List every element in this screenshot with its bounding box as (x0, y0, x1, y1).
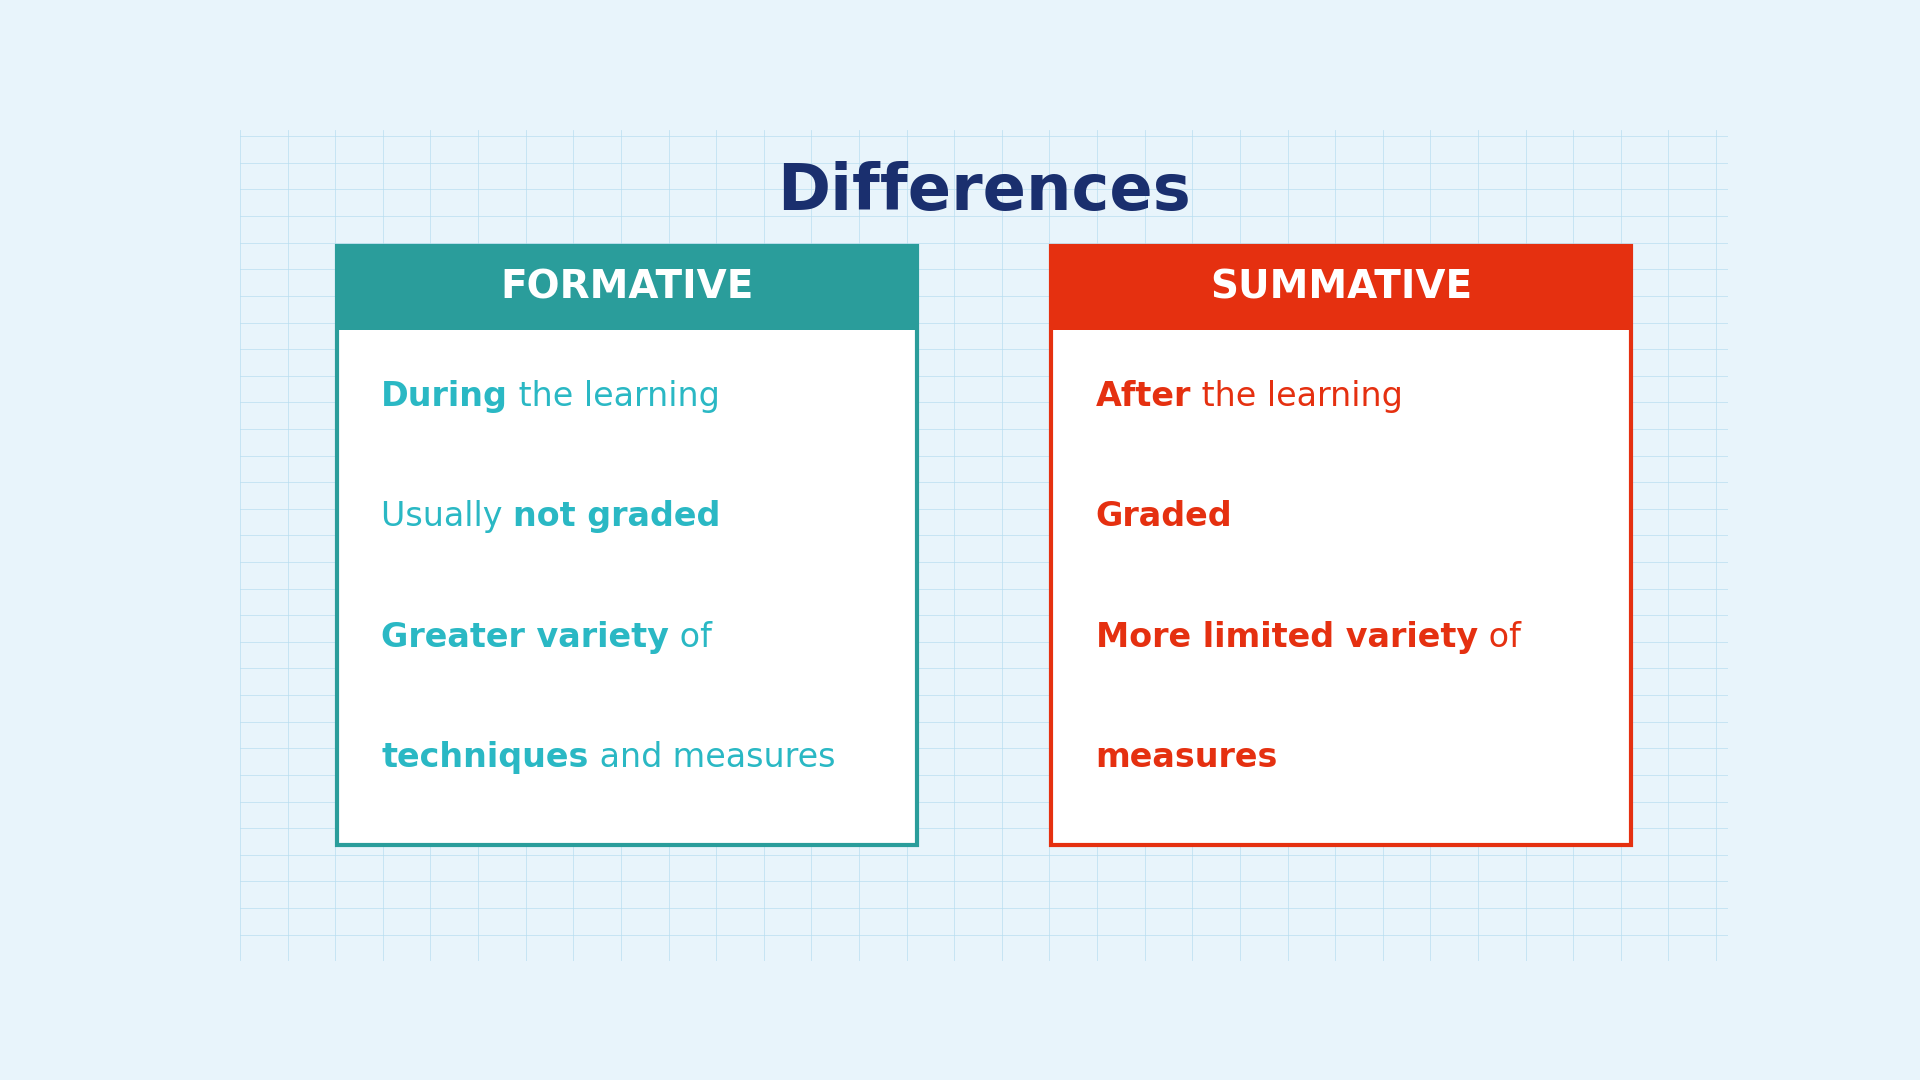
Text: techniques: techniques (382, 742, 589, 774)
Text: More limited variety: More limited variety (1096, 621, 1478, 653)
Text: of: of (1478, 621, 1521, 653)
Text: of: of (670, 621, 712, 653)
Bar (336, 246, 918, 329)
Text: Differences: Differences (778, 161, 1190, 222)
Text: Usually: Usually (382, 500, 513, 534)
Text: Greater variety: Greater variety (382, 621, 670, 653)
Text: the learning: the learning (509, 380, 720, 413)
Text: the learning: the learning (1190, 380, 1404, 413)
Text: measures: measures (1096, 742, 1279, 774)
Text: and: and (589, 742, 662, 774)
Bar (1050, 246, 1632, 329)
Text: not graded: not graded (513, 500, 720, 534)
Text: FORMATIVE: FORMATIVE (501, 269, 753, 307)
Text: Graded: Graded (1096, 500, 1233, 534)
Text: After: After (1096, 380, 1190, 413)
Text: measures: measures (662, 742, 835, 774)
Bar (1050, 246, 1632, 845)
Bar (336, 246, 918, 845)
Text: During: During (382, 380, 509, 413)
Text: SUMMATIVE: SUMMATIVE (1210, 269, 1473, 307)
